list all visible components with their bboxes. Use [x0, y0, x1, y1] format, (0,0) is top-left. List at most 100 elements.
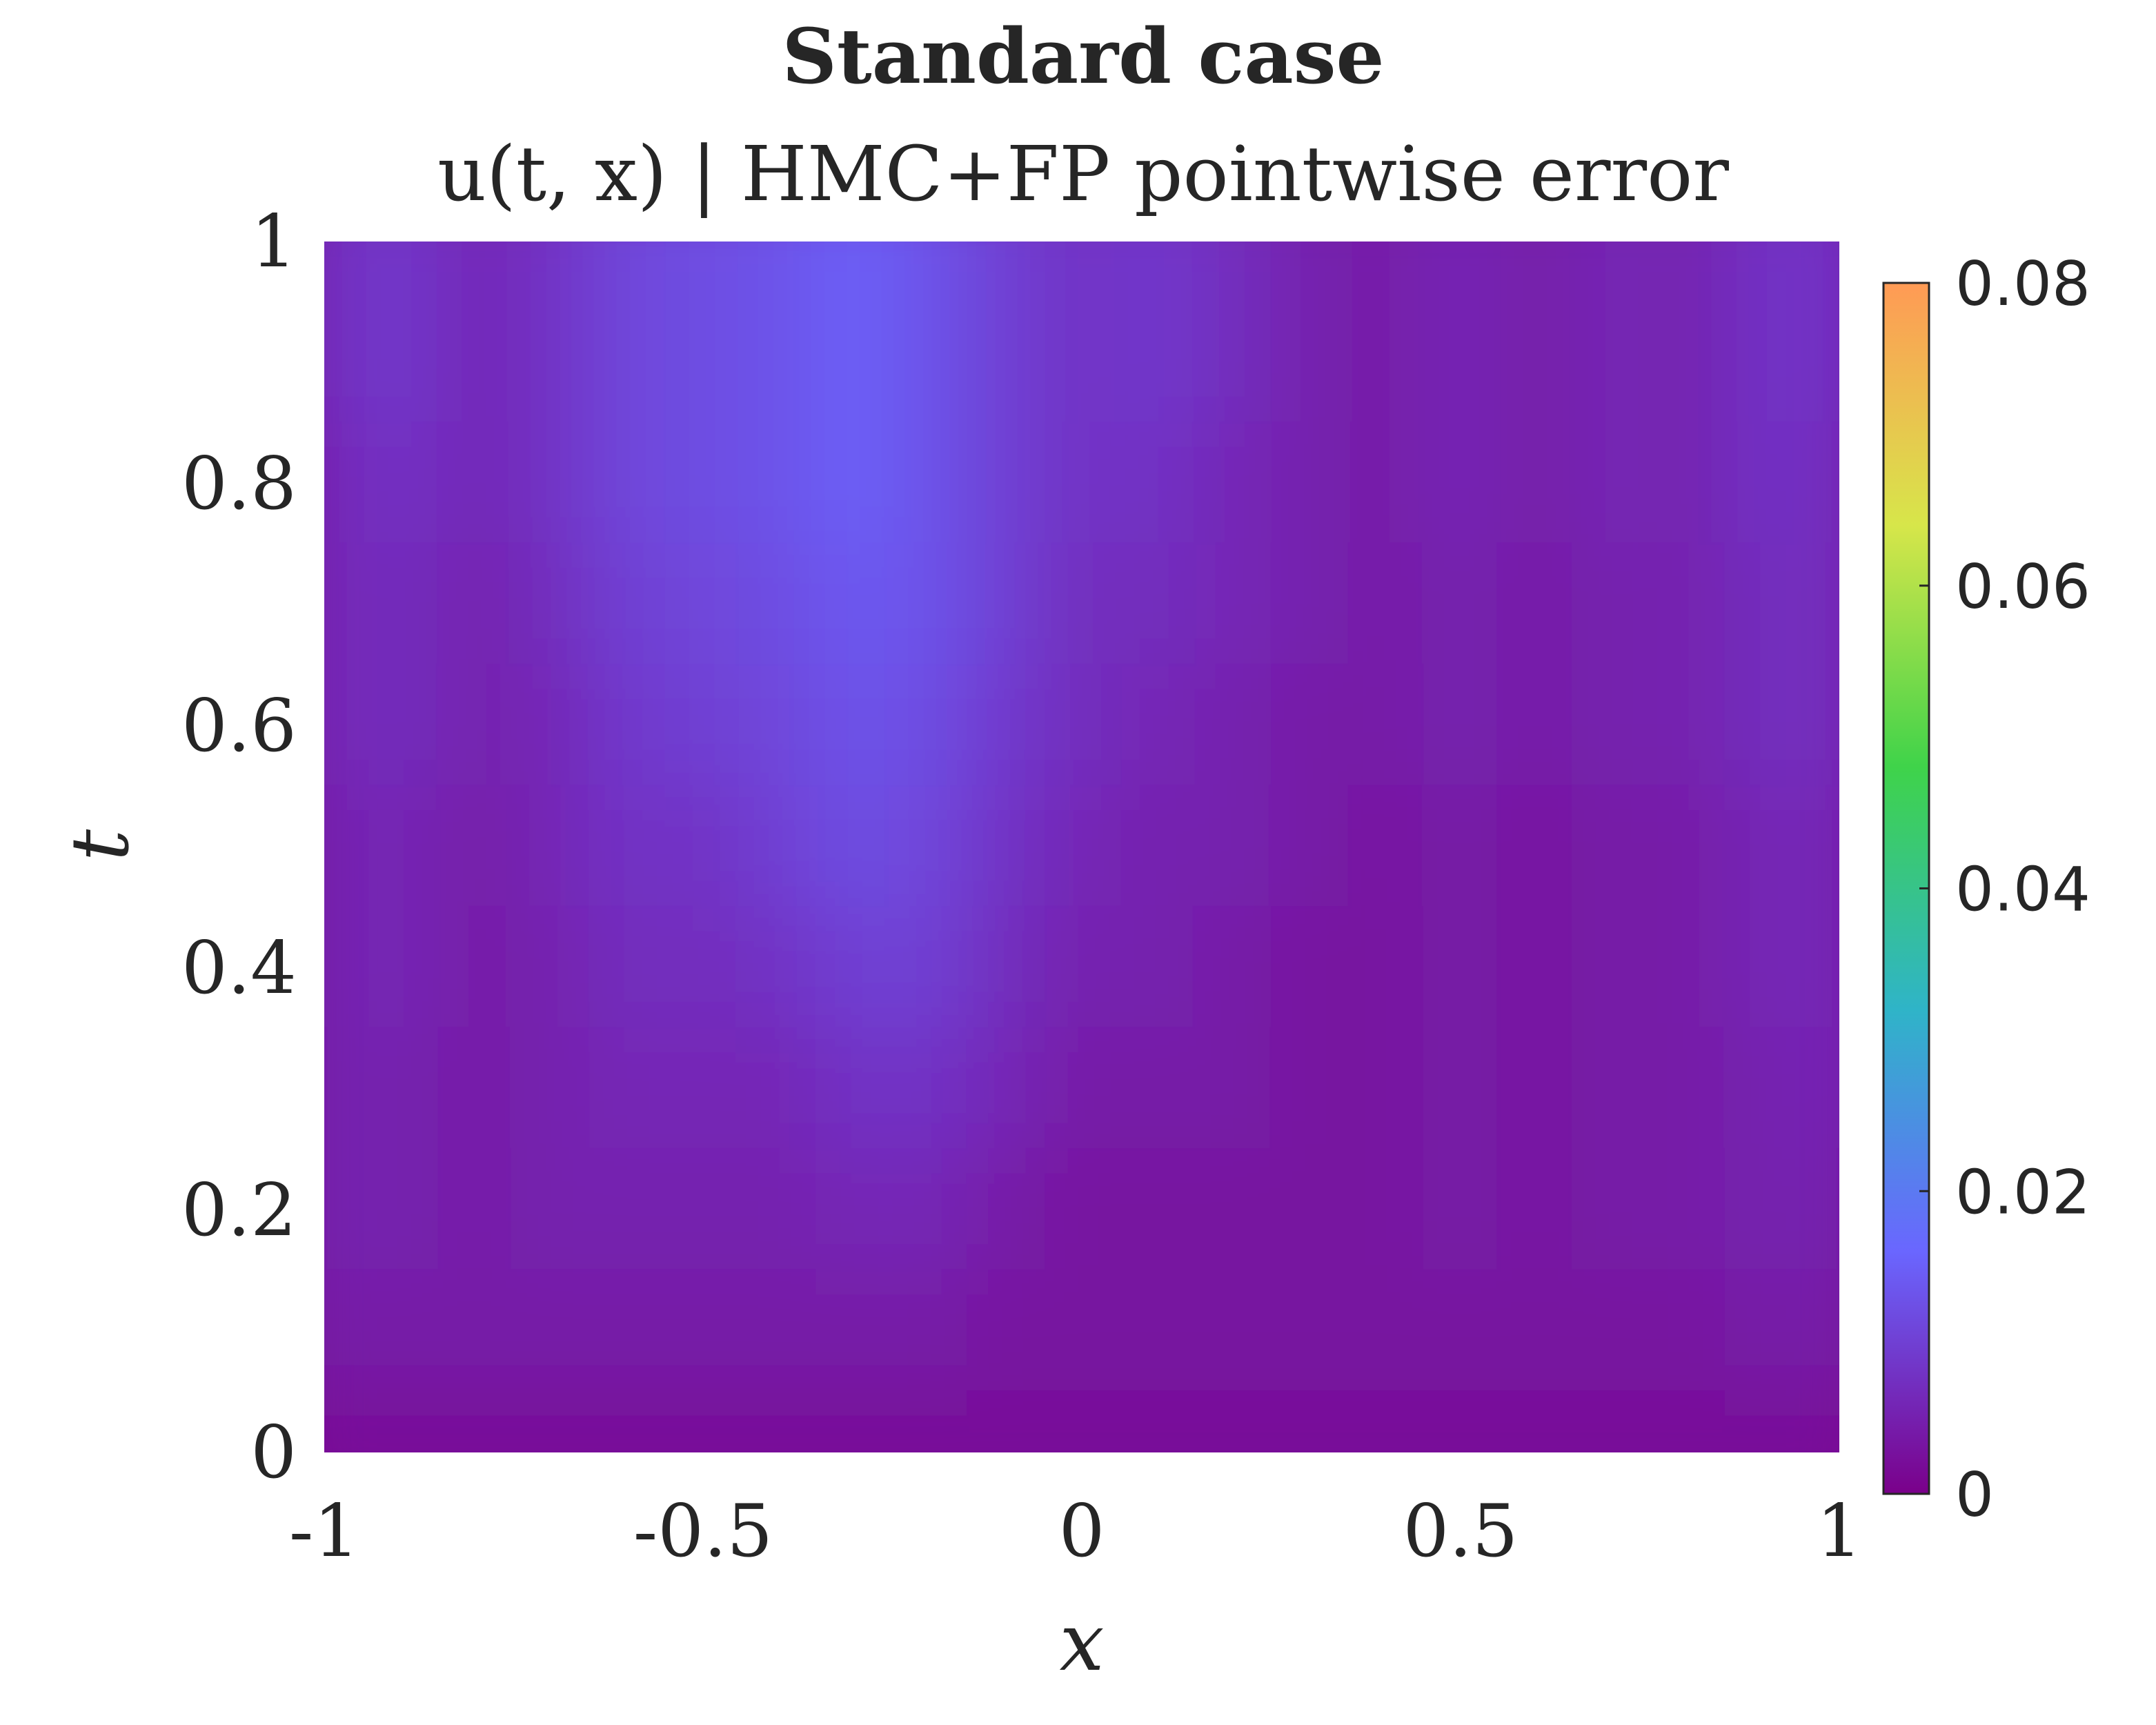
- heatmap-cell: [1572, 906, 1652, 1030]
- heatmap-cell: [1345, 1148, 1425, 1272]
- heatmap-cell: [815, 1027, 894, 1152]
- heatmap-cell: [967, 785, 1046, 909]
- y-tick-label: 0.6: [181, 684, 297, 768]
- heatmap-cell: [891, 1390, 970, 1452]
- heatmap-cell: [360, 1027, 439, 1152]
- heatmap-cell: [815, 300, 894, 425]
- heatmap-cell: [588, 241, 667, 304]
- heatmap-cell: [1118, 241, 1197, 304]
- heatmap-cell: [664, 300, 742, 425]
- heatmap-cell: [360, 785, 439, 909]
- heatmap-cell: [1496, 1027, 1576, 1152]
- heatmap-cell: [891, 1269, 970, 1394]
- heatmap-cell: [1421, 241, 1500, 304]
- heatmap-cell: [588, 906, 667, 1030]
- heatmap-cell: [360, 1269, 439, 1394]
- heatmap-cell: [1800, 1269, 1839, 1394]
- heatmap-cell: [815, 664, 894, 788]
- heatmap-cell: [664, 1390, 742, 1452]
- heatmap-cell: [815, 422, 894, 546]
- heatmap-cell: [1724, 1148, 1803, 1272]
- heatmap-cell: [739, 664, 818, 788]
- heatmap-cell: [1648, 1269, 1728, 1394]
- heatmap-cell: [1042, 300, 1121, 425]
- heatmap-cell: [1345, 1390, 1425, 1452]
- heatmap-cell: [360, 241, 439, 304]
- heatmap-cell: [967, 1148, 1046, 1272]
- heatmap-cell: [1345, 542, 1425, 667]
- heatmap-cell: [1724, 785, 1803, 909]
- heatmap-cell: [512, 542, 591, 667]
- heatmap-cell: [1421, 1148, 1500, 1272]
- heatmap-cell: [1800, 785, 1839, 909]
- heatmap-cell: [1572, 1027, 1652, 1152]
- heatmap-cell: [1269, 664, 1349, 788]
- heatmap-cell: [664, 1027, 742, 1152]
- heatmap-cell: [739, 1027, 818, 1152]
- heatmap-cell: [1496, 785, 1576, 909]
- heatmap-cell: [1345, 241, 1425, 304]
- heatmap-cell: [1648, 664, 1728, 788]
- heatmap-cell: [436, 1269, 515, 1394]
- heatmap-cell: [1269, 1027, 1349, 1152]
- heatmap-cell: [1042, 1027, 1121, 1152]
- heatmap-cell: [739, 542, 818, 667]
- y-axis-ticks: 0 0.2 0.4 0.6 0.8 1: [181, 199, 297, 1495]
- heatmap-cell: [1118, 1148, 1197, 1272]
- heatmap-cell: [512, 1148, 591, 1272]
- colorbar-tick-label: 0.04: [1955, 854, 2090, 925]
- heatmap-cell: [360, 906, 439, 1030]
- heatmap-cell: [891, 300, 970, 425]
- heatmap-cell: [967, 300, 1046, 425]
- heatmap-cell: [1118, 1390, 1197, 1452]
- heatmap-cell: [588, 1390, 667, 1452]
- heatmap-cell: [360, 1148, 439, 1272]
- heatmap-cell: [1421, 542, 1500, 667]
- heatmap-cell: [1269, 422, 1349, 546]
- heatmap-cell: [1496, 1148, 1576, 1272]
- heatmap-cell: [1724, 422, 1803, 546]
- heatmap-cell: [1496, 1269, 1576, 1394]
- heatmap-cell: [1724, 906, 1803, 1030]
- heatmap-cell: [815, 241, 894, 304]
- heatmap-cell: [436, 1148, 515, 1272]
- chart-subtitle: u(t, x) | HMC+FP pointwise error: [437, 130, 1729, 218]
- heatmap-cell: [360, 542, 439, 667]
- heatmap-cell: [1269, 241, 1349, 304]
- y-axis-label: t: [55, 829, 147, 861]
- heatmap-cell: [1572, 300, 1652, 425]
- heatmap-cell: [1118, 1269, 1197, 1394]
- heatmap-cell: [1648, 422, 1728, 546]
- heatmap-cell: [664, 241, 742, 304]
- heatmap-cell: [360, 300, 439, 425]
- heatmap-cell: [739, 1148, 818, 1272]
- colorbar: 0 0.02 0.04 0.06 0.08: [1882, 248, 2090, 1530]
- heatmap-cell: [1800, 422, 1839, 546]
- heatmap-cell: [324, 300, 364, 425]
- heatmap-cell: [891, 664, 970, 788]
- heatmap-cell: [436, 300, 515, 425]
- heatmap-cell: [1421, 664, 1500, 788]
- heatmap-cell: [1496, 422, 1576, 546]
- heatmap-cell: [1194, 1148, 1273, 1272]
- heatmap-cell: [588, 300, 667, 425]
- heatmap-cell: [1345, 664, 1425, 788]
- heatmap-cell: [1194, 906, 1273, 1030]
- heatmap-cell: [1345, 906, 1425, 1030]
- heatmap-cell: [1800, 664, 1839, 788]
- heatmap-cell: [1269, 906, 1349, 1030]
- heatmap-cell: [1042, 1148, 1121, 1272]
- heatmap-cell: [1345, 785, 1425, 909]
- heatmap-cell: [739, 1390, 818, 1452]
- heatmap-cell: [1572, 1390, 1652, 1452]
- heatmap-cell: [1421, 1269, 1500, 1394]
- heatmap-cell: [1572, 542, 1652, 667]
- heatmap-cell: [360, 1390, 439, 1452]
- heatmap-cell: [967, 1027, 1046, 1152]
- heatmap-cell: [1118, 664, 1197, 788]
- heatmap-cell: [512, 1027, 591, 1152]
- heatmap-cell: [324, 785, 364, 909]
- heatmap-cell: [1345, 300, 1425, 425]
- heatmap-cell: [512, 1390, 591, 1452]
- heatmap-cell: [1724, 664, 1803, 788]
